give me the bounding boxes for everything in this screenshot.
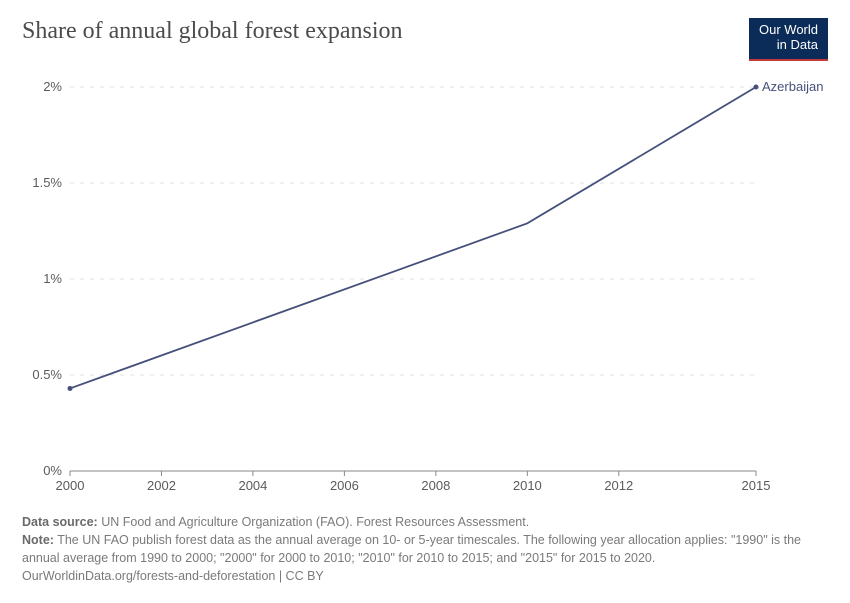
x-tick-label: 2008	[421, 478, 450, 493]
note-line: Note: The UN FAO publish forest data as …	[22, 531, 828, 567]
x-tick-label: 2004	[238, 478, 267, 493]
series-line-azerbaijan	[70, 87, 756, 388]
x-tick-label: 2006	[330, 478, 359, 493]
series-label-azerbaijan: Azerbaijan	[762, 79, 823, 94]
header: Share of annual global forest expansion …	[22, 18, 828, 61]
y-tick-label: 0%	[43, 463, 62, 478]
note-label: Note:	[22, 533, 54, 547]
chart-area: 0% 0.5% 1% 1.5% 2% 2000 2002 2004 2006 2008 2010 20…	[22, 79, 828, 499]
x-tick-label: 2015	[742, 478, 771, 493]
footer: Data source: UN Food and Agriculture Org…	[22, 513, 828, 586]
series-start-dot	[68, 386, 73, 391]
note-text: The UN FAO publish forest data as the an…	[22, 533, 801, 565]
logo-line-1: Our World	[759, 23, 818, 38]
source-label: Data source:	[22, 515, 98, 529]
page-title: Share of annual global forest expansion	[22, 18, 403, 45]
line-chart: 0% 0.5% 1% 1.5% 2% 2000 2002 2004 2006 2008 2010 20…	[22, 79, 828, 499]
y-tick-label: 2%	[43, 79, 62, 94]
owid-logo: Our World in Data	[749, 18, 828, 61]
x-tick-label: 2010	[513, 478, 542, 493]
source-text: UN Food and Agriculture Organization (FA…	[101, 515, 529, 529]
series-end-dot	[754, 84, 759, 89]
x-tick-label: 2012	[604, 478, 633, 493]
x-tick-label: 2000	[56, 478, 85, 493]
y-tick-label: 1%	[43, 271, 62, 286]
x-tick-label: 2002	[147, 478, 176, 493]
source-line: Data source: UN Food and Agriculture Org…	[22, 513, 828, 531]
attribution-line: OurWorldinData.org/forests-and-deforesta…	[22, 567, 828, 585]
y-tick-label: 1.5%	[32, 175, 62, 190]
y-tick-label: 0.5%	[32, 367, 62, 382]
logo-line-2: in Data	[759, 38, 818, 53]
